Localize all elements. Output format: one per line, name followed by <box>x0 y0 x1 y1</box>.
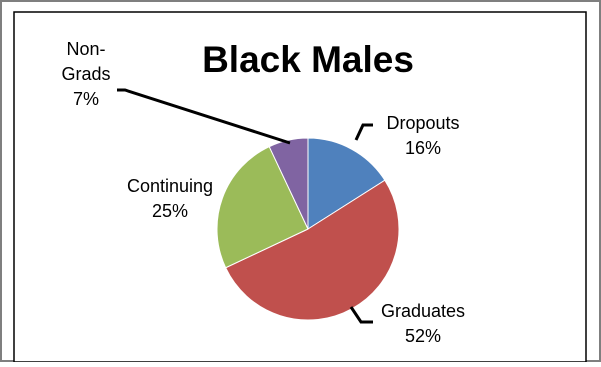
leader-line-dropouts <box>354 123 373 141</box>
slice-value-label-dropouts: 16% <box>405 138 441 158</box>
slice-value-label-continuing: 25% <box>152 201 188 221</box>
slice-labels: Dropouts 16% Graduates 52% Continuing 25% Non-… <box>61 39 465 346</box>
slice-name-label-non-grads: Non- <box>66 39 105 59</box>
slice-name-label-dropouts: Dropouts <box>386 113 459 133</box>
slice-value-label-graduates: 52% <box>405 326 441 346</box>
slice-name-label-continuing: Continuing <box>127 176 213 196</box>
leader-line-non-grads <box>117 88 291 145</box>
leader-lines <box>117 88 373 324</box>
pie-slices <box>216 137 400 321</box>
chart-title: Black Males <box>202 39 414 80</box>
slice-name-label-non-grads: Grads <box>61 64 110 84</box>
slice-name-label-graduates: Graduates <box>381 301 465 321</box>
pie-slice-continuing <box>216 145 309 269</box>
pie-slice-dropouts <box>307 137 386 230</box>
leader-line-graduates <box>349 306 373 324</box>
pie-slice-non-grads <box>268 137 309 230</box>
slice-value-label-non-grads: 7% <box>73 89 99 109</box>
